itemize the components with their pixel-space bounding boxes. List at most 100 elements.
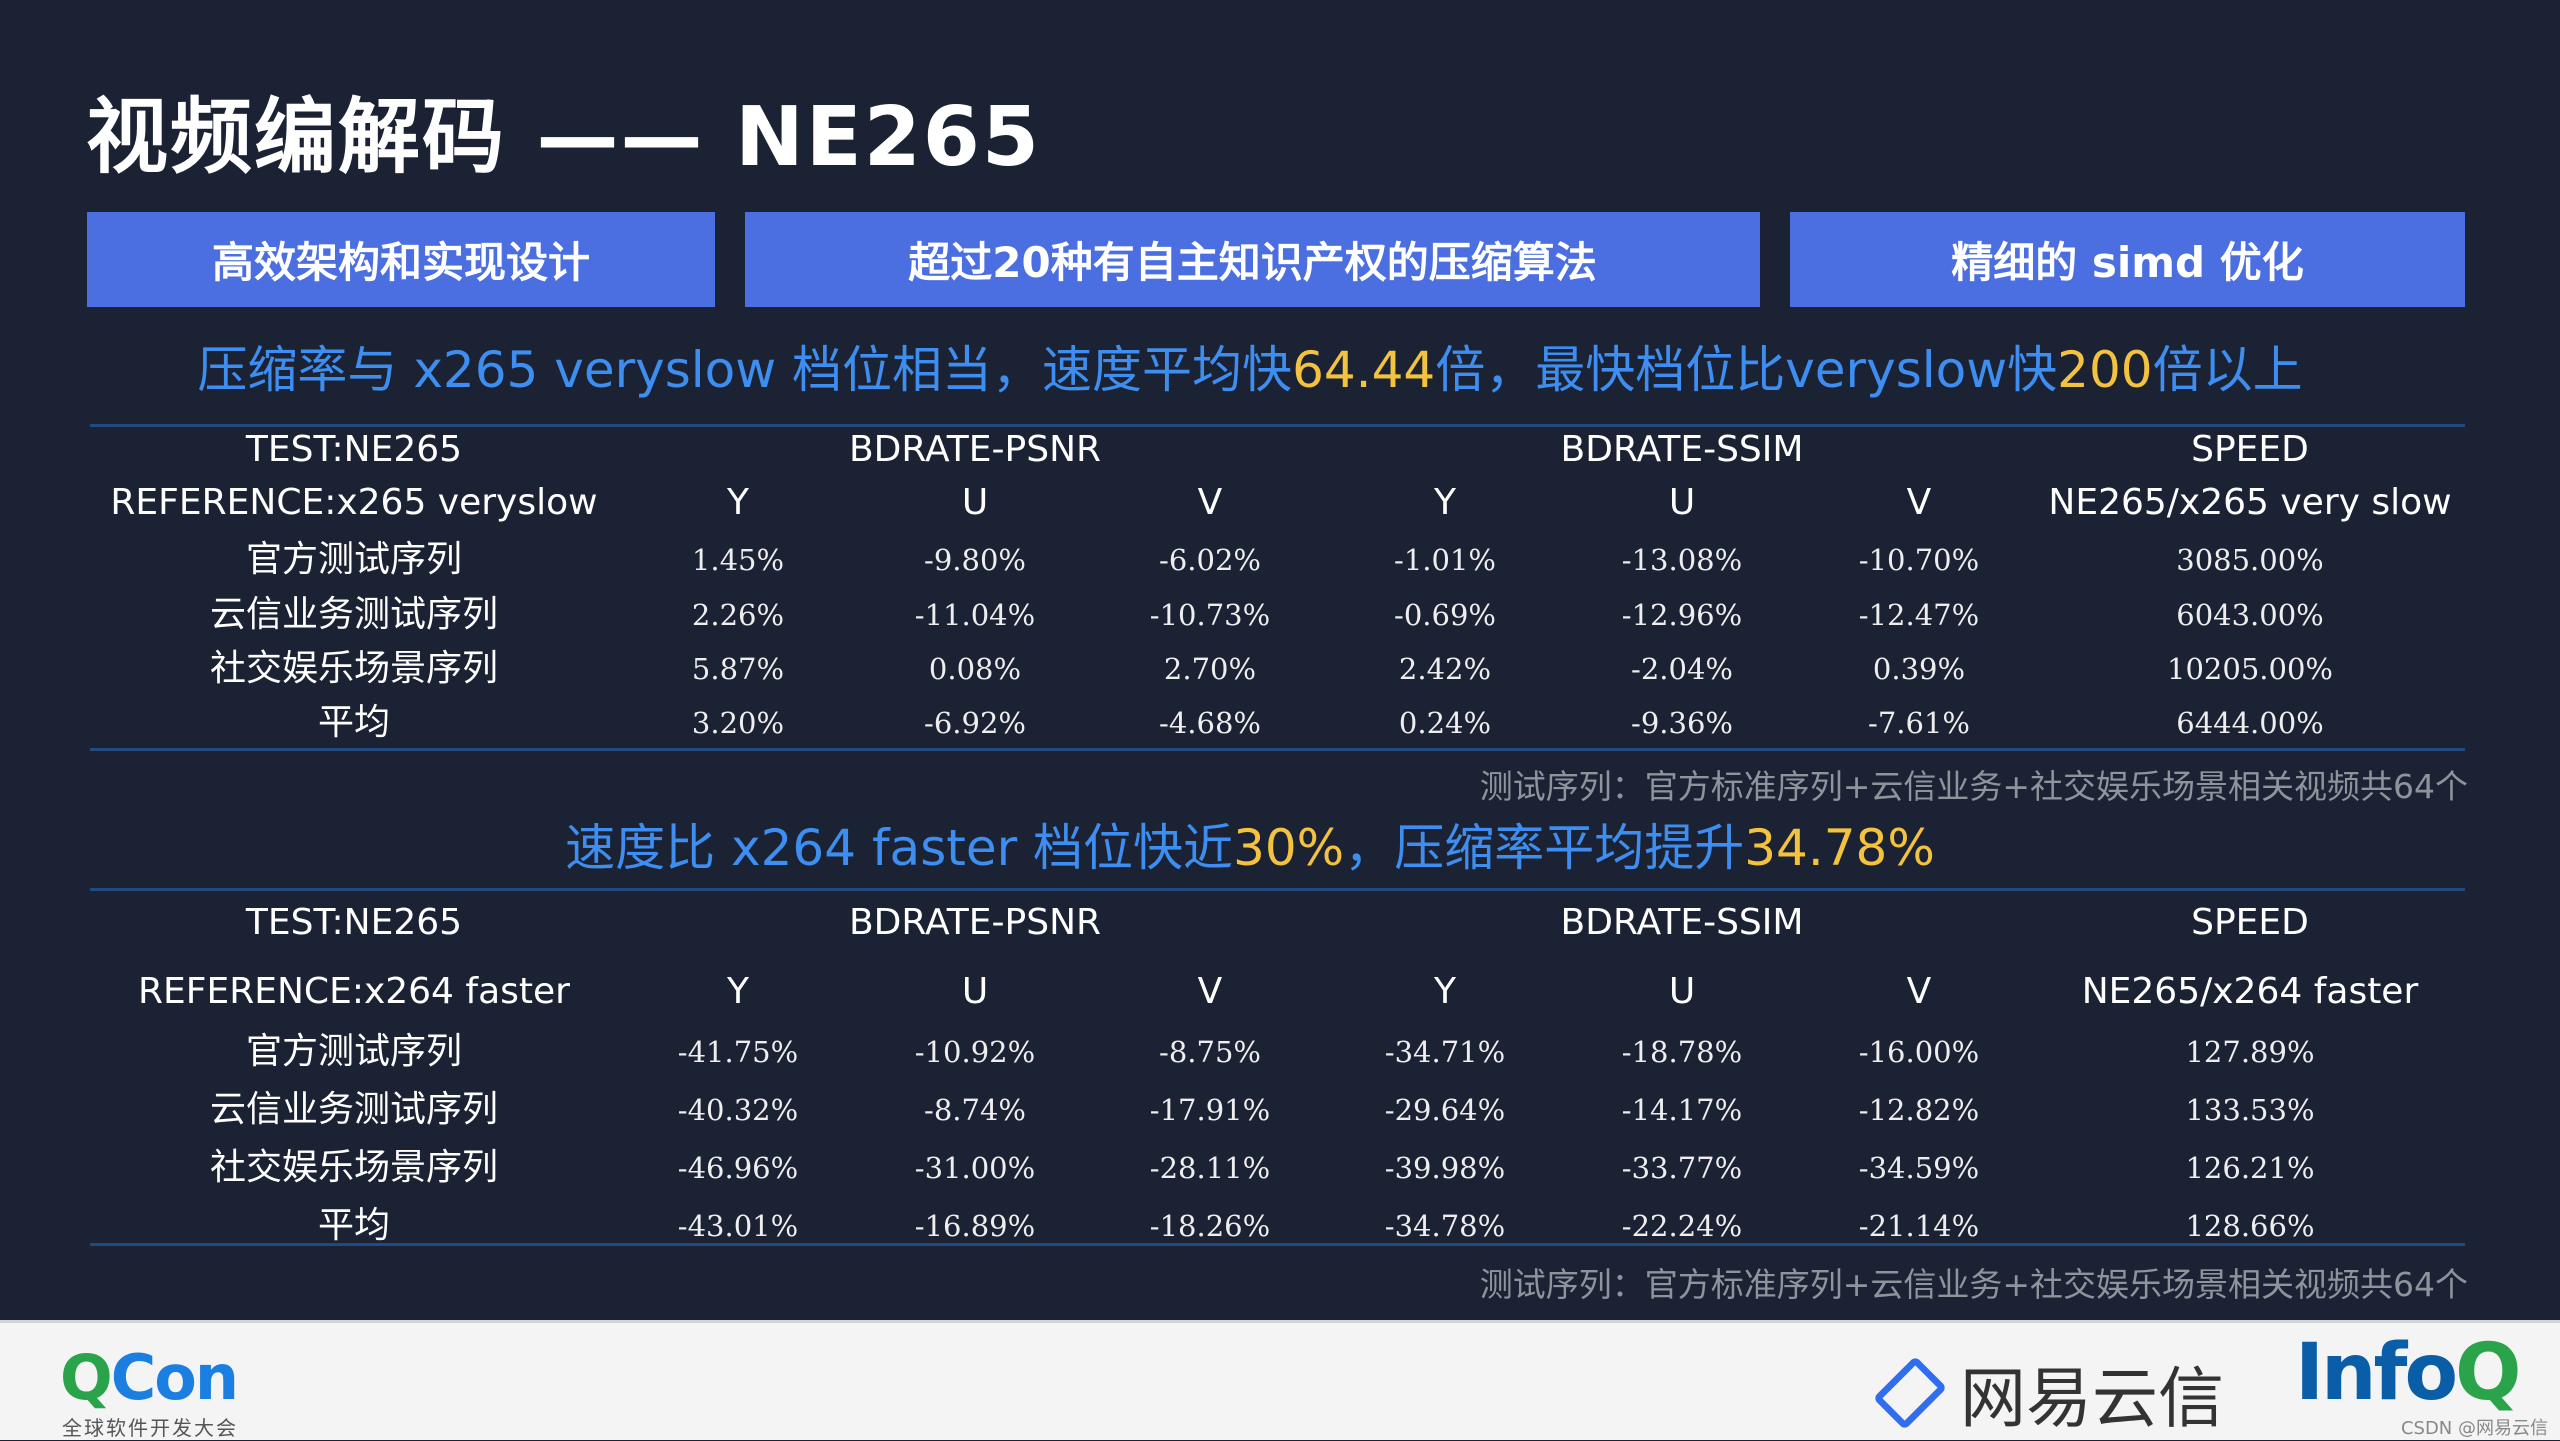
column-header: V xyxy=(1197,971,1223,1012)
table-cell: -6.02% xyxy=(1159,543,1261,577)
yunxin-mark-icon xyxy=(1872,1355,1948,1431)
table-cell: -4.68% xyxy=(1159,706,1261,740)
row-label: 平均 xyxy=(317,702,391,743)
row-label: 官方测试序列 xyxy=(245,1031,463,1072)
subtitle-text: 压缩率与 x265 veryslow 档位相当，速度平均快 xyxy=(197,341,1293,399)
table-cell: -34.59% xyxy=(1858,1151,1980,1185)
column-header: U xyxy=(961,482,989,523)
table1-note: 测试序列：官方标准序列+云信业务+社交娱乐场景相关视频共64个 xyxy=(1479,767,2468,806)
table-row: 云信业务测试序列 -40.32% -8.74% -17.91% -29.64% -14.1… xyxy=(0,1085,2560,1135)
group-header: SPEED xyxy=(2191,902,2309,943)
table-cell: 127.89% xyxy=(2185,1035,2315,1069)
subtitle-text: ，压缩率平均提升 xyxy=(1344,819,1745,877)
table-row: 社交娱乐场景序列 5.87% 0.08% 2.70% 2.42% -2.04% 0.39% 1… xyxy=(0,644,2560,694)
highlight-value: 34.78% xyxy=(1744,819,1935,877)
group-header: BDRATE-SSIM xyxy=(1560,429,1804,470)
column-header: U xyxy=(1668,971,1696,1012)
table-cell: 2.26% xyxy=(691,598,785,632)
table-cell: -17.91% xyxy=(1149,1093,1271,1127)
table-cell: -10.92% xyxy=(914,1035,1036,1069)
table-cell: -12.96% xyxy=(1621,598,1743,632)
table-cell: -22.24% xyxy=(1621,1209,1743,1243)
page-title: 视频编解码 —— NE265 xyxy=(86,90,1041,185)
row-label: 社交娱乐场景序列 xyxy=(209,648,499,689)
table-cell: 6444.00% xyxy=(2176,706,2324,740)
table-cell: -0.69% xyxy=(1394,598,1496,632)
watermark: CSDN @网易云信 xyxy=(2400,1418,2548,1439)
group-header: TEST:NE265 xyxy=(245,902,463,943)
table-row: 社交娱乐场景序列 -46.96% -31.00% -28.11% -39.98% -33.… xyxy=(0,1143,2560,1193)
table-cell: 2.42% xyxy=(1398,652,1492,686)
subtitle-x264: 速度比 x264 faster 档位快近30%，压缩率平均提升34.78% xyxy=(0,808,2500,880)
table-cell: -39.98% xyxy=(1384,1151,1506,1185)
column-header: REFERENCE:x265 veryslow xyxy=(110,482,598,523)
table-cell: 126.21% xyxy=(2185,1151,2315,1185)
row-label: 官方测试序列 xyxy=(245,539,463,580)
table-cell: 0.24% xyxy=(1398,706,1492,740)
table-cell: -29.64% xyxy=(1384,1093,1506,1127)
table-cell: -21.14% xyxy=(1858,1209,1980,1243)
feature-algorithms: 超过20种有自主知识产权的压缩算法 xyxy=(745,212,1760,307)
table-cell: -16.89% xyxy=(914,1209,1036,1243)
group-header: BDRATE-PSNR xyxy=(848,902,1102,943)
table-cell: -10.70% xyxy=(1858,543,1980,577)
table-cell: 5.87% xyxy=(691,652,785,686)
qcon-tagline: 全球软件开发大会 xyxy=(62,1416,238,1440)
column-header: U xyxy=(1668,482,1696,523)
group-header: SPEED xyxy=(2191,429,2309,470)
table-cell: -33.77% xyxy=(1621,1151,1743,1185)
subtitle-x265: 压缩率与 x265 veryslow 档位相当，速度平均快64.44倍，最快档位… xyxy=(0,330,2500,402)
netease-yunxin-logo: 网易云信 xyxy=(1872,1345,2224,1441)
table-cell: 1.45% xyxy=(691,543,785,577)
infoq-logo: InfoQ xyxy=(2295,1328,2521,1418)
table-cell: -2.04% xyxy=(1631,652,1733,686)
table2-bottom-divider xyxy=(90,1243,2465,1246)
table-cell: -14.17% xyxy=(1621,1093,1743,1127)
table-cell: -46.96% xyxy=(677,1151,799,1185)
table-cell: -11.04% xyxy=(914,598,1036,632)
subtitle-text: 倍以上 xyxy=(2152,341,2303,399)
table-cell: -8.75% xyxy=(1159,1035,1261,1069)
table-cell: -10.73% xyxy=(1149,598,1271,632)
table2-top-divider xyxy=(90,888,2465,891)
feature-architecture: 高效架构和实现设计 xyxy=(87,212,715,307)
table-cell: -8.74% xyxy=(924,1093,1026,1127)
table2-note: 测试序列：官方标准序列+云信业务+社交娱乐场景相关视频共64个 xyxy=(1479,1265,2468,1304)
table-cell: -40.32% xyxy=(677,1093,799,1127)
table-cell: 0.08% xyxy=(928,652,1022,686)
group-header: BDRATE-SSIM xyxy=(1560,902,1804,943)
column-header: Y xyxy=(1434,971,1456,1012)
table-cell: -31.00% xyxy=(914,1151,1036,1185)
subtitle-text: 倍，最快档位比veryslow快 xyxy=(1435,341,2058,399)
table-row: 平均 3.20% -6.92% -4.68% 0.24% -9.36% -7.61% 6444… xyxy=(0,698,2560,748)
group-header: BDRATE-PSNR xyxy=(848,429,1102,470)
subtitle-text: 速度比 x264 faster 档位快近 xyxy=(565,819,1234,877)
table-cell: -34.71% xyxy=(1384,1035,1506,1069)
table-cell: -18.26% xyxy=(1149,1209,1271,1243)
table-row: 官方测试序列 -41.75% -10.92% -8.75% -34.71% -18.78%… xyxy=(0,1027,2560,1077)
table-cell: 2.70% xyxy=(1163,652,1257,686)
table1-top-divider xyxy=(90,424,2465,427)
highlight-value: 64.44 xyxy=(1292,341,1436,399)
table-row: 云信业务测试序列 2.26% -11.04% -10.73% -0.69% -12.96%… xyxy=(0,590,2560,640)
column-header: REFERENCE:x264 faster xyxy=(138,971,570,1012)
highlight-value: 200 xyxy=(2057,341,2153,399)
table-cell: 3085.00% xyxy=(2176,543,2324,577)
table-cell: 128.66% xyxy=(2185,1209,2315,1243)
group-header: TEST:NE265 xyxy=(245,429,463,470)
table-cell: -13.08% xyxy=(1621,543,1743,577)
table-row: 官方测试序列 1.45% -9.80% -6.02% -1.01% -13.08% -10.… xyxy=(0,535,2560,585)
table-cell: -1.01% xyxy=(1394,543,1496,577)
column-header: V xyxy=(1906,971,1932,1012)
table-cell: 10205.00% xyxy=(2167,652,2333,686)
table-cell: -28.11% xyxy=(1149,1151,1271,1185)
row-label: 平均 xyxy=(317,1205,391,1246)
column-header: V xyxy=(1197,482,1223,523)
table1-bottom-divider xyxy=(90,748,2465,751)
footer: QCon 全球软件开发大会 网易云信 InfoQ CSDN @网易云信 xyxy=(0,1320,2560,1440)
table-row: 平均 -43.01% -16.89% -18.26% -34.78% -22.24% -21… xyxy=(0,1201,2560,1251)
column-header: NE265/x264 faster xyxy=(2081,971,2419,1012)
row-label: 社交娱乐场景序列 xyxy=(209,1147,499,1188)
table-cell: -18.78% xyxy=(1621,1035,1743,1069)
highlight-value: 30% xyxy=(1233,819,1345,877)
